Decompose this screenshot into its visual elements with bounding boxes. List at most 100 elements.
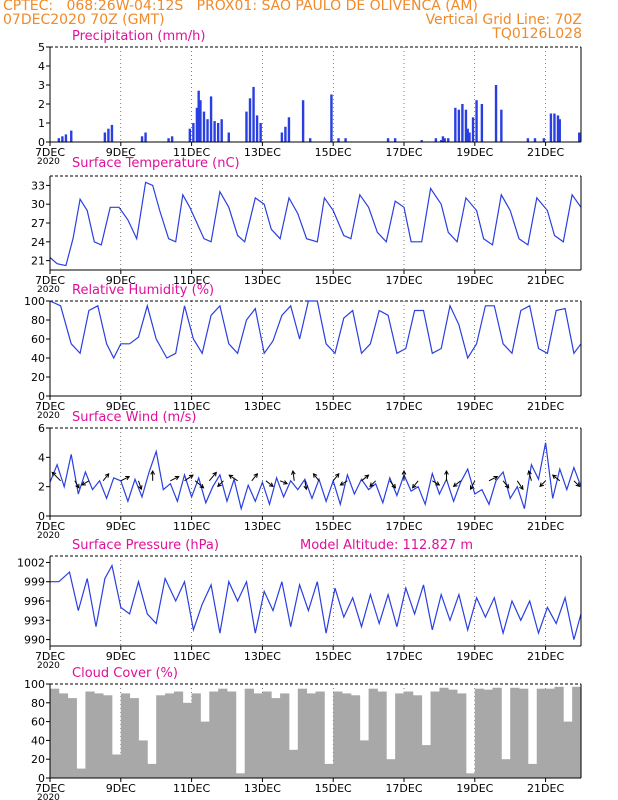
wind-vector (552, 474, 561, 482)
precip-bar (167, 138, 170, 142)
wind-vector (389, 480, 396, 489)
wind-vector (369, 480, 377, 487)
x-tick-label: 11DEC (173, 650, 210, 663)
precip-bar (61, 136, 64, 142)
cloud-bar (359, 740, 369, 778)
cloud-bar (483, 689, 493, 778)
x-tick-label: 11DEC (173, 782, 210, 795)
precip-bar (252, 86, 255, 142)
wind-vector-head (125, 475, 131, 481)
cloud-bar (572, 686, 582, 778)
precip-bar (144, 132, 147, 142)
series-line (49, 442, 582, 512)
wind-vector (74, 480, 80, 489)
x-tick-label: 19DEC (456, 782, 493, 795)
cloud-bar (280, 693, 290, 778)
cloud-bar (235, 773, 246, 778)
wind-vector-head (401, 469, 407, 475)
cloud-bar (129, 698, 139, 778)
wind-vector (332, 473, 340, 482)
cloud-bar (510, 687, 520, 778)
wind-vector (470, 480, 476, 490)
precip-bar (542, 138, 546, 142)
x-tick-label: 7DEC (35, 782, 65, 795)
precip-bar (216, 123, 220, 142)
x-tick-label: 19DEC (456, 520, 493, 533)
x-tick-label: 15DEC (315, 650, 352, 663)
precip-bar (494, 85, 498, 142)
x-tick-label: 7DEC (35, 400, 65, 413)
precip-bar (188, 128, 192, 142)
x-year-label: 2020 (37, 531, 60, 541)
y-tick-label: 60 (31, 333, 45, 346)
precip-bar (464, 109, 468, 142)
panel-title: Relative Humidity (%) (72, 283, 214, 298)
wind-vector-head (519, 485, 524, 491)
y-tick-label: 33 (31, 179, 45, 192)
cloud-bar (324, 763, 334, 778)
wind-vector-head (339, 481, 345, 486)
precip-bar (284, 126, 287, 142)
wind-vector (217, 480, 224, 487)
wind-vector-head (303, 485, 309, 491)
cloud-bar (218, 688, 228, 778)
precip-bar (103, 132, 107, 142)
precip-bar (287, 117, 291, 142)
y-tick-label: 3 (38, 79, 45, 92)
x-tick-label: 13DEC (244, 146, 281, 159)
precip-bar (248, 98, 252, 142)
precip-bar (457, 109, 461, 142)
x-tick-label: 15DEC (315, 520, 352, 533)
x-tick-label: 15DEC (315, 274, 352, 287)
wind-vector (488, 476, 498, 482)
panel-title: Surface Wind (m/s) (72, 410, 196, 425)
wind-vector-head (312, 472, 318, 478)
x-tick-label: 9DEC (106, 274, 136, 287)
wind-vector (453, 480, 461, 487)
y-tick-label: 30 (31, 198, 45, 211)
x-tick-label: 9DEC (106, 650, 136, 663)
cloud-bar (430, 691, 440, 778)
y-tick-label: 21 (31, 255, 45, 268)
precip-bar (443, 138, 446, 142)
panel-1: 0 1 2 3 4 5 7DEC 9DEC 11DEC 13DEC 15DEC 17DEC 19DEC 2… (35, 29, 582, 167)
x-tick-label: 17DEC (385, 274, 422, 287)
y-tick-label: 4 (38, 60, 45, 73)
precip-bar (255, 115, 259, 142)
wind-vector-head (283, 480, 289, 485)
precip-bar (245, 111, 248, 142)
cloud-bar (545, 688, 555, 778)
y-tick-label: 990 (24, 634, 45, 647)
cloud-bar (103, 695, 113, 778)
cloud-bar (156, 695, 166, 778)
wind-vector (81, 480, 90, 486)
y-tick-label: 4 (38, 451, 45, 464)
x-year-label: 2020 (37, 157, 60, 167)
precip-bar (475, 100, 478, 142)
cloud-bar (227, 691, 237, 778)
precip-bar (533, 138, 537, 142)
cloud-bar (306, 693, 316, 778)
cloud-bar (536, 688, 546, 778)
precip-bar (195, 107, 199, 142)
x-tick-label: 9DEC (106, 146, 136, 159)
x-tick-label: 21DEC (527, 782, 564, 795)
x-tick-label: 11DEC (173, 146, 210, 159)
cloud-bar (342, 693, 352, 778)
wind-vector (184, 474, 194, 482)
y-tick-label: 2 (38, 98, 45, 111)
x-tick-label: 15DEC (315, 146, 352, 159)
x-tick-label: 21DEC (527, 146, 564, 159)
precip-bar (549, 113, 553, 142)
header-line1: CPTEC: 068:26W-04:12S PROX01: SAO PAULO … (3, 0, 478, 14)
x-tick-label: 17DEC (385, 782, 422, 795)
y-tick-label: 993 (24, 614, 45, 627)
panel-annotation: Model Altitude: 112.827 m (300, 538, 473, 553)
x-tick-label: 11DEC (173, 520, 210, 533)
cloud-bar (465, 773, 476, 778)
cloud-bar (421, 745, 431, 778)
cloud-bar (350, 695, 361, 778)
x-tick-label: 15DEC (315, 782, 352, 795)
precip-bar (578, 132, 581, 142)
precip-bar (434, 138, 438, 142)
